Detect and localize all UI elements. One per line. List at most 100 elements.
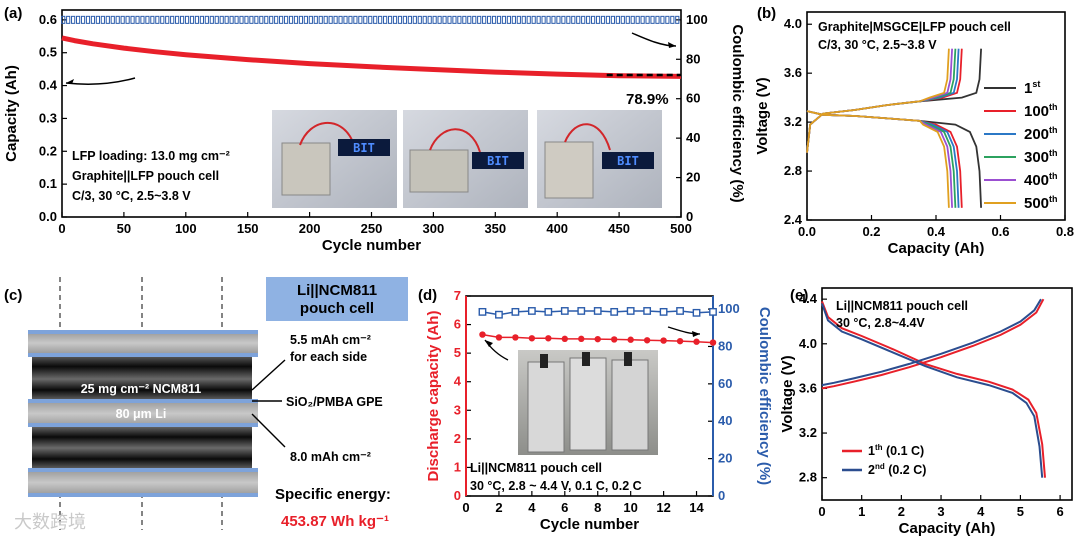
y-tick-label: 0.4 bbox=[39, 78, 58, 93]
ce-marker bbox=[378, 15, 383, 24]
y-axis-label: Discharge capacity (Ah) bbox=[425, 311, 442, 482]
y-tick-label: 0.1 bbox=[39, 176, 57, 191]
x-tick-label: 0 bbox=[462, 500, 469, 515]
x-tick-label: 2 bbox=[898, 504, 905, 519]
ce-marker bbox=[531, 15, 536, 24]
y-tick-label: 7 bbox=[454, 288, 461, 303]
ce-point bbox=[709, 307, 717, 316]
ce-marker bbox=[85, 15, 91, 24]
x-tick-label: 450 bbox=[608, 221, 630, 236]
discharge-curve bbox=[821, 301, 1046, 478]
x-tick-label: 6 bbox=[561, 500, 568, 515]
y-tick-label: 0.6 bbox=[39, 12, 57, 27]
ce-marker bbox=[274, 15, 279, 24]
panel-e-subtitle: 30 °C, 2.8~4.4V bbox=[836, 316, 925, 330]
photo-d-pouch-2 bbox=[569, 357, 607, 451]
ce-point bbox=[659, 307, 668, 316]
ce-marker bbox=[313, 15, 318, 24]
x-tick-label: 500 bbox=[670, 221, 692, 236]
legend-label: 1th (0.1 C) bbox=[868, 443, 924, 458]
cell-type-box bbox=[266, 277, 408, 321]
y-tick-label: 3.2 bbox=[799, 425, 817, 440]
ce-marker bbox=[130, 15, 135, 24]
li-layer-top bbox=[28, 332, 258, 354]
ce-marker bbox=[595, 15, 601, 24]
panel-a-note-3: C/3, 30 °C, 2.5~3.8 V bbox=[72, 189, 191, 203]
y2-tick-label: 20 bbox=[718, 451, 732, 466]
plot-frame bbox=[821, 287, 1073, 501]
discharge-curve bbox=[806, 110, 950, 208]
ce-marker bbox=[452, 15, 457, 24]
ce-point bbox=[527, 307, 536, 315]
panel-d-note-2: 30 °C, 2.8 ~ 4.4 V, 0.1 C, 0.2 C bbox=[470, 479, 642, 493]
anode-label: 80 μm Li bbox=[116, 407, 167, 421]
ce-point bbox=[577, 307, 586, 315]
arrow-areal bbox=[251, 359, 286, 391]
ce-marker bbox=[477, 15, 482, 24]
y-axis-label: Voltage (V) bbox=[754, 77, 771, 154]
x-tick-label: 8 bbox=[594, 500, 601, 515]
y-tick-label: 2.8 bbox=[799, 470, 817, 485]
ce-marker bbox=[209, 15, 214, 24]
capacity-point bbox=[561, 335, 568, 343]
x-tick-label: 0.6 bbox=[991, 224, 1009, 239]
ce-marker bbox=[150, 15, 155, 24]
x-tick-label: 14 bbox=[689, 500, 704, 515]
ce-marker bbox=[610, 15, 616, 24]
ce-marker bbox=[427, 15, 432, 24]
y-tick-label: 4 bbox=[454, 374, 462, 389]
capacity-point bbox=[594, 335, 601, 343]
gpe-label: SiO₂/PMBA GPE bbox=[286, 395, 383, 409]
arrow-li bbox=[251, 413, 286, 448]
ce-marker bbox=[373, 15, 378, 24]
ce-marker bbox=[536, 15, 541, 24]
ce-marker bbox=[264, 15, 269, 24]
ce-marker bbox=[402, 15, 408, 24]
x-tick-label: 400 bbox=[546, 221, 568, 236]
photo-d-tab-3 bbox=[624, 352, 632, 366]
x-tick-label: 0.8 bbox=[1056, 224, 1074, 239]
x-tick-label: 4 bbox=[977, 504, 985, 519]
legend-label: 200th bbox=[1024, 125, 1058, 143]
panel-label-b: (b) bbox=[757, 5, 776, 22]
panel-a: (a) 0 50 100 150 200 250 300 350 400 450 5000.00.1… bbox=[3, 5, 746, 254]
photo-1-pouch bbox=[281, 142, 331, 196]
ce-marker bbox=[600, 15, 606, 24]
ce-marker bbox=[640, 15, 645, 24]
arrow-left-head bbox=[66, 79, 74, 84]
retention-label: 78.9% bbox=[626, 91, 669, 108]
capacity-point bbox=[495, 334, 503, 341]
x-tick-label: 150 bbox=[237, 221, 259, 236]
legend-label: 100th bbox=[1024, 102, 1058, 120]
ce-marker bbox=[125, 15, 130, 24]
capacity-point bbox=[479, 331, 486, 338]
ce-marker bbox=[254, 15, 259, 24]
x-tick-label: 250 bbox=[361, 221, 383, 236]
ce-marker bbox=[422, 15, 427, 24]
panel-a-arrows bbox=[65, 32, 677, 85]
capacity-point bbox=[627, 336, 634, 343]
specific-energy-label: Specific energy: bbox=[275, 486, 391, 503]
legend-label: 2nd (0.2 C) bbox=[868, 462, 926, 477]
ce-marker bbox=[249, 15, 254, 24]
photo-1-screen-text: BIT bbox=[353, 141, 375, 155]
ce-marker bbox=[511, 15, 516, 24]
ce-marker bbox=[506, 15, 512, 24]
cell-type-line-2: pouch cell bbox=[300, 300, 374, 317]
arrow-d-right-head bbox=[692, 331, 700, 337]
photo-3-screen bbox=[602, 152, 654, 169]
ce-point bbox=[643, 307, 652, 315]
ce-point bbox=[610, 307, 619, 316]
capacity-point bbox=[676, 337, 684, 345]
ce-marker bbox=[348, 15, 353, 24]
photo-1-screen bbox=[338, 139, 390, 156]
legend-label: 1st bbox=[1024, 79, 1040, 97]
photo-3-pouch bbox=[544, 141, 594, 199]
ce-marker bbox=[586, 15, 591, 24]
ce-marker bbox=[516, 15, 521, 24]
y-tick-label: 2 bbox=[454, 431, 461, 446]
ce-marker bbox=[189, 15, 195, 24]
photo-2-screen bbox=[472, 152, 524, 169]
ce-marker bbox=[175, 15, 180, 24]
arrow-d-left-head bbox=[485, 340, 493, 347]
